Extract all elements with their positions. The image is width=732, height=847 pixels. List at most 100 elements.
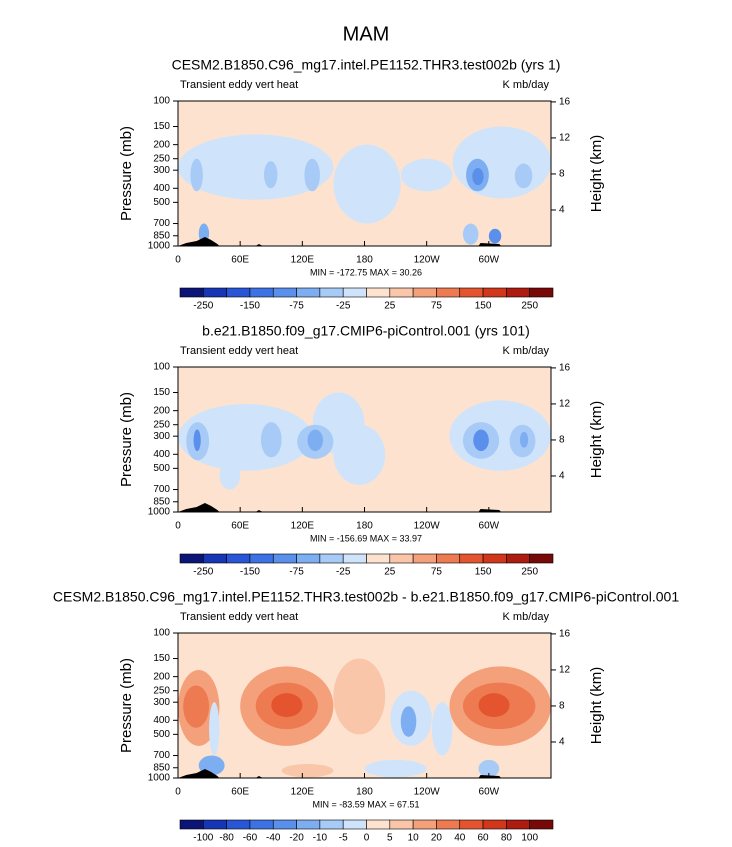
- colorbar-box: [366, 287, 391, 298]
- x-tick-label: 60E: [231, 787, 249, 798]
- colorbar-label: 100: [521, 833, 538, 842]
- colorbar-label: 25: [384, 567, 396, 578]
- y-tick-label: 150: [153, 121, 170, 132]
- colorbar-label: 5: [387, 833, 393, 842]
- y-tick-label: 100: [153, 96, 170, 107]
- y2-tick-label: 12: [559, 665, 571, 676]
- colorbar-label: -75: [289, 301, 304, 312]
- field-blob: [271, 693, 303, 718]
- colorbar-label: -250: [193, 301, 213, 312]
- colorbar-box: [249, 819, 274, 830]
- y-tick-label: 300: [153, 165, 170, 176]
- x-tick-label: 180: [356, 787, 373, 798]
- colorbar-label: 250: [521, 567, 538, 578]
- y-axis-label: Pressure (mb): [118, 392, 135, 487]
- y2-tick-label: 4: [559, 471, 565, 482]
- y-tick-label: 850: [153, 762, 170, 773]
- y2-tick-label: 8: [559, 169, 565, 180]
- field-blob: [307, 429, 324, 452]
- y-tick-label: 200: [153, 671, 170, 682]
- field-blob: [462, 223, 479, 245]
- y-tick-label: 100: [153, 628, 170, 639]
- field-blob: [400, 706, 417, 737]
- x-tick-label: 0: [175, 787, 181, 798]
- topography: [178, 503, 502, 512]
- y-tick-label: 1000: [148, 241, 171, 252]
- colorbar-label: -25: [336, 567, 351, 578]
- field-blob: [400, 158, 453, 192]
- colorbar-box: [296, 287, 321, 298]
- y2-axis-label: Height (km): [588, 401, 605, 479]
- x-tick-label: 120E: [291, 521, 315, 532]
- x-tick-label: 0: [175, 521, 181, 532]
- colorbar-box: [389, 287, 414, 298]
- y2-axis-label: Height (km): [588, 135, 605, 213]
- colorbar-label: -60: [243, 833, 258, 842]
- colorbar-box: [506, 553, 530, 564]
- y2-tick-label: 8: [559, 435, 565, 446]
- y-tick-label: 500: [153, 197, 170, 208]
- field: [178, 101, 551, 246]
- colorbar-label: 150: [475, 301, 492, 312]
- panel: b.e21.B1850.f09_g17.CMIP6-piControl.001 …: [118, 323, 605, 578]
- colorbar-label: 10: [408, 833, 420, 842]
- colorbar-box: [436, 287, 461, 298]
- colorbar-label: 20: [431, 833, 443, 842]
- colorbar-box: [366, 819, 391, 830]
- right-label: K mb/day: [503, 611, 550, 623]
- y-tick-label: 400: [153, 449, 170, 460]
- field-blob: [333, 144, 401, 224]
- colorbar-box: [412, 819, 437, 830]
- colorbar-label: -10: [313, 833, 328, 842]
- left-label: Transient eddy vert heat: [180, 611, 298, 623]
- y-tick-label: 700: [153, 218, 170, 229]
- y2-tick-label: 16: [559, 629, 571, 640]
- field-blob: [488, 228, 502, 244]
- field-blob: [333, 424, 386, 485]
- colorbar-box: [226, 553, 251, 564]
- colorbar-box: [249, 553, 274, 564]
- y-tick-label: 850: [153, 230, 170, 241]
- panel-title: b.e21.B1850.f09_g17.CMIP6-piControl.001 …: [202, 323, 530, 339]
- colorbar-box: [342, 819, 367, 830]
- colorbar-box: [296, 819, 321, 830]
- y-axis-label: Pressure (mb): [118, 658, 135, 753]
- left-label: Transient eddy vert heat: [180, 79, 298, 91]
- right-label: K mb/day: [503, 79, 550, 91]
- colorbar-label: 150: [475, 567, 492, 578]
- field: [178, 367, 551, 512]
- topography: [178, 769, 502, 778]
- field-blob: [473, 429, 489, 452]
- colorbar-label: 250: [521, 301, 538, 312]
- y2-tick-label: 16: [559, 363, 571, 374]
- y-tick-label: 300: [153, 697, 170, 708]
- colorbar-box: [226, 287, 251, 298]
- y-tick-label: 1000: [148, 507, 171, 518]
- colorbar-label: -5: [339, 833, 348, 842]
- y-tick-label: 1000: [148, 773, 171, 784]
- colorbar-box: [482, 553, 507, 564]
- x-tick-label: 60W: [479, 521, 500, 532]
- panel: CESM2.B1850.C96_mg17.intel.PE1152.THR3.t…: [53, 589, 679, 844]
- colorbar-box: [459, 553, 484, 564]
- y2-tick-label: 12: [559, 399, 571, 410]
- y2-tick-label: 4: [559, 737, 565, 748]
- stats: MIN = -156.69 MAX = 33.97: [310, 533, 422, 543]
- y2-tick-label: 16: [559, 97, 571, 108]
- panel-title: CESM2.B1850.C96_mg17.intel.PE1152.THR3.t…: [172, 57, 561, 73]
- panel-title: CESM2.B1850.C96_mg17.intel.PE1152.THR3.t…: [53, 589, 679, 605]
- colorbar-box: [436, 553, 461, 564]
- colorbar-box: [203, 819, 227, 830]
- colorbar-label: -80: [219, 833, 234, 842]
- colorbar-box: [482, 287, 507, 298]
- field-blob: [364, 759, 427, 778]
- colorbar-label: 60: [478, 833, 490, 842]
- colorbar-box: [436, 819, 461, 830]
- field-blob: [478, 693, 510, 718]
- colorbar-box: [389, 819, 414, 830]
- colorbar-box: [179, 287, 204, 298]
- colorbar-label: 75: [431, 301, 443, 312]
- colorbar-box: [366, 553, 391, 564]
- colorbar-label: -150: [240, 567, 260, 578]
- x-tick-label: 0: [175, 255, 181, 266]
